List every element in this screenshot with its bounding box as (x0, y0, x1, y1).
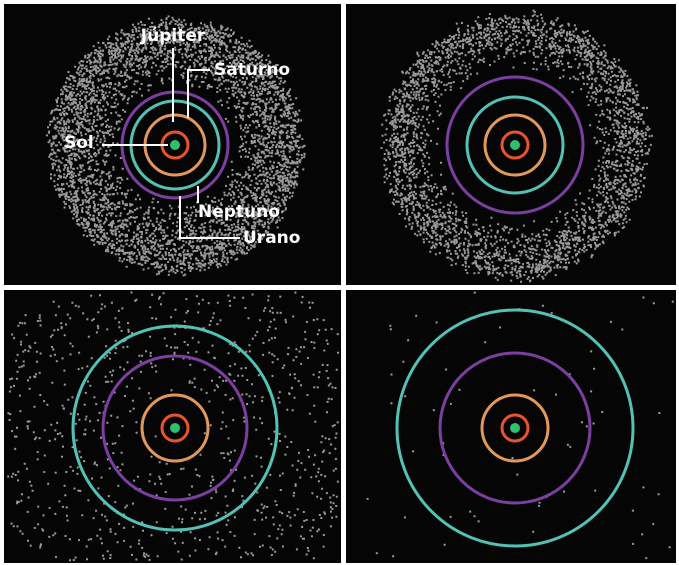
sun (510, 140, 520, 150)
figure: Júpiter Saturno Sol Neptuno Urano (0, 0, 679, 565)
label-neptuno: Neptuno (198, 202, 280, 222)
label-sol: Sol (64, 133, 94, 153)
sun (510, 423, 520, 433)
sun (170, 140, 180, 150)
sun (170, 423, 180, 433)
label-saturno: Saturno (214, 60, 290, 80)
label-urano: Urano (243, 228, 300, 248)
label-jupiter: Júpiter (140, 26, 206, 46)
